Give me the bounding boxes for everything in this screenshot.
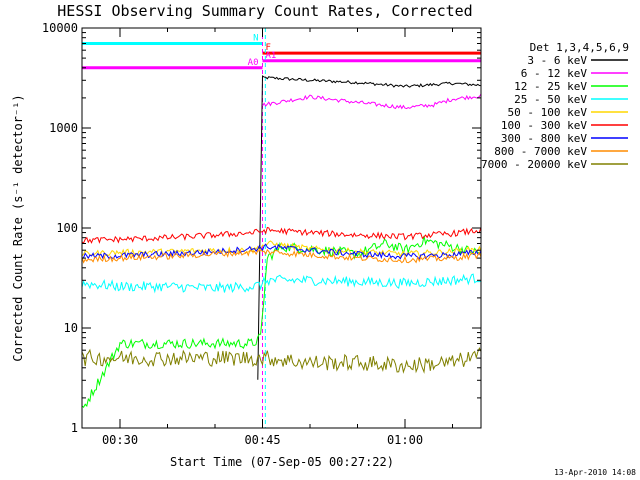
flag-label-A1: A1: [266, 51, 277, 61]
y-axis: 1 10 100 1000 10000: [42, 21, 481, 435]
footer-timestamp: 13-Apr-2010 14:08: [554, 468, 636, 477]
series-line-1: [262, 92, 481, 110]
legend-title: Det 1,3,4,5,6,9: [530, 41, 629, 54]
series-line-7: [82, 248, 481, 264]
x-tick-label: 01:00: [387, 433, 423, 447]
legend-label: 800 - 7000 keV: [494, 145, 587, 158]
series-line-0: [257, 75, 481, 380]
legend-label: 3 - 6 keV: [527, 54, 587, 67]
flag-label-A0: A0: [248, 58, 259, 68]
legend-label: 6 - 12 keV: [521, 67, 588, 80]
y-tick-label: 1000: [49, 121, 78, 135]
x-axis: 00:30 00:45 01:00: [102, 28, 453, 447]
legend-label: 25 - 50 keV: [514, 93, 587, 106]
y-tick-label: 10: [64, 321, 78, 335]
y-axis-label: Corrected Count Rate (s⁻¹ detector⁻¹): [11, 94, 25, 361]
legend-label: 12 - 25 keV: [514, 80, 587, 93]
x-tick-label: 00:45: [244, 433, 280, 447]
y-tick-label: 10000: [42, 21, 78, 35]
flag-label-N: N: [253, 33, 258, 43]
series-line-2: [82, 235, 481, 408]
y-tick-label: 1: [71, 421, 78, 435]
series-line-5: [82, 226, 481, 244]
series-line-4: [82, 240, 481, 258]
flag-label-F: F: [266, 43, 271, 53]
series-line-8: [82, 346, 481, 374]
series-line-6: [82, 243, 481, 260]
legend-label: 100 - 300 keV: [501, 119, 587, 132]
legend-label: 50 - 100 keV: [508, 106, 588, 119]
legend-label: 300 - 800 keV: [501, 132, 587, 145]
series-line-3: [82, 273, 481, 294]
legend-label: 7000 - 20000 keV: [481, 158, 587, 171]
x-tick-label: 00:30: [102, 433, 138, 447]
series-lines: [82, 75, 481, 408]
x-axis-label: Start Time (07-Sep-05 00:27:22): [170, 455, 394, 469]
chart-title: HESSI Observing Summary Count Rates, Cor…: [57, 2, 472, 20]
y-tick-label: 100: [56, 221, 78, 235]
